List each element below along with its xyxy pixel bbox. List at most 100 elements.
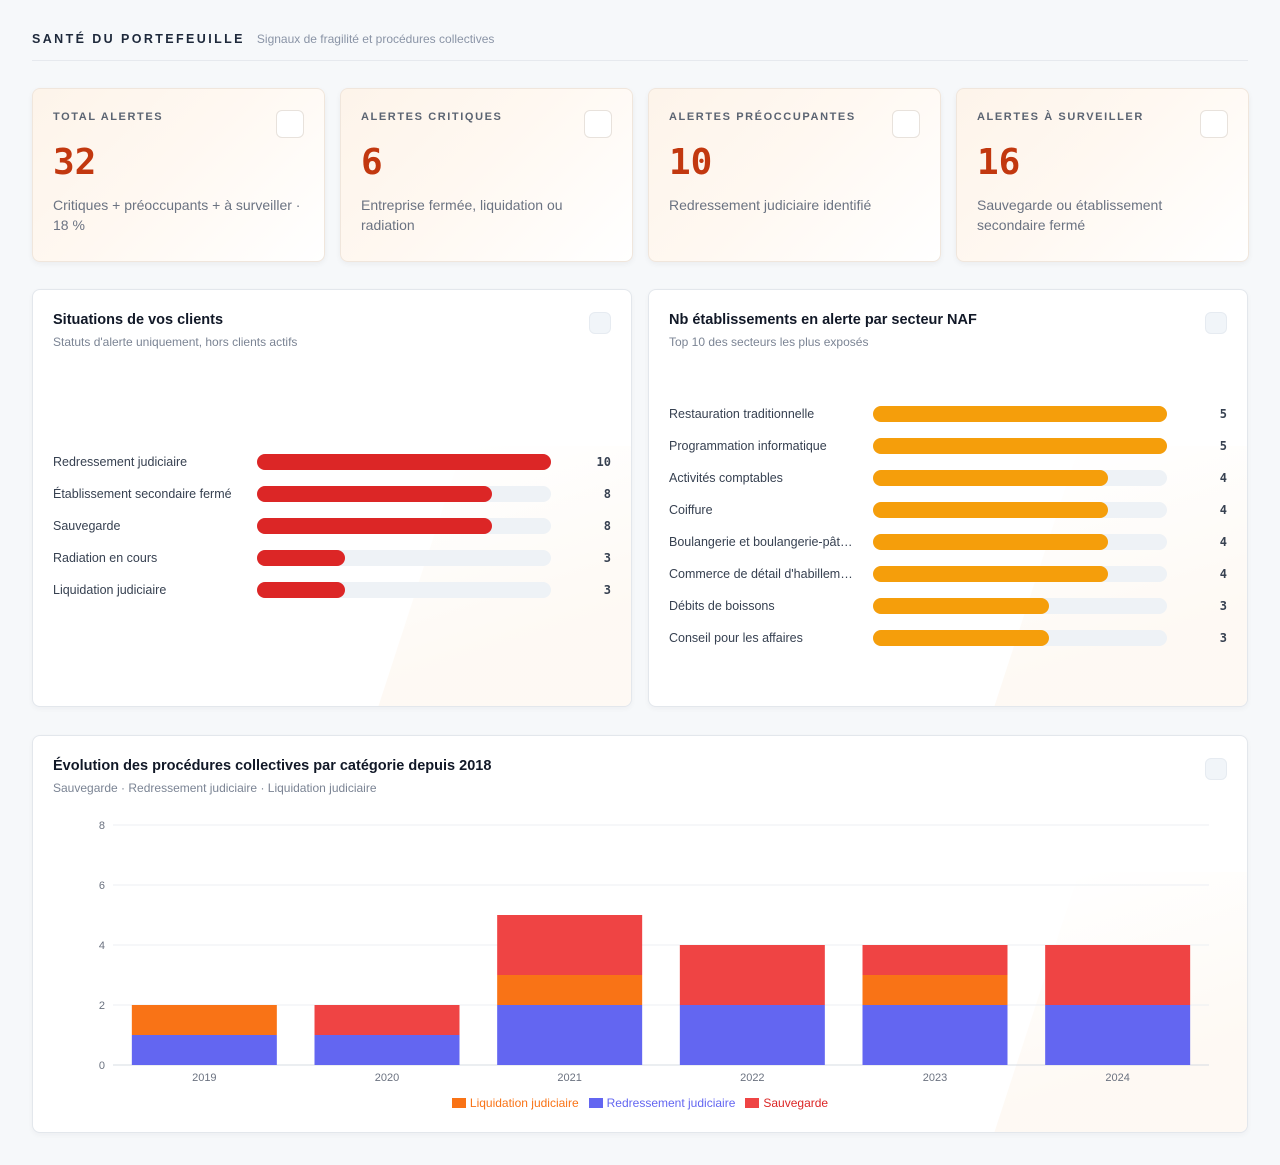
bar-value: 3 (1219, 599, 1227, 613)
bar-label: Programmation informatique (669, 439, 827, 453)
bar-track (257, 518, 551, 534)
bar-segment (1045, 1005, 1191, 1065)
panel-subtitle: Statuts d'alerte uniquement, hors client… (53, 335, 298, 349)
bar-fill (873, 566, 1109, 582)
bar-label: Conseil pour les affaires (669, 631, 803, 645)
kpi-icon (892, 110, 920, 138)
bar-segment (862, 1005, 1008, 1065)
bar-fill (873, 438, 1167, 454)
bar-track (257, 454, 551, 470)
bar-label: Sauvegarde (53, 519, 121, 533)
bar-fill (257, 486, 493, 502)
bar-row: Débits de boissons 3 (669, 598, 1227, 614)
bar-label: Boulangerie et boulangerie-pât… (669, 535, 853, 549)
legend-label: Sauvegarde (763, 1096, 829, 1110)
bar-track (257, 582, 551, 598)
bar-value: 3 (1219, 631, 1227, 645)
legend-swatch (588, 1098, 603, 1108)
bar-value: 8 (603, 487, 611, 501)
situations-panel: Situations de vos clients Statuts d'aler… (32, 289, 632, 707)
bar-row: Coiffure 4 (669, 502, 1227, 518)
x-tick-label: 2021 (557, 1072, 581, 1084)
bar-segment (1045, 945, 1191, 1005)
bar-fill (873, 406, 1167, 422)
bar-label: Activités comptables (669, 471, 783, 485)
panel-subtitle: Sauvegarde · Redressement judiciaire · L… (53, 781, 377, 795)
bar-value: 3 (603, 583, 611, 597)
bar-track (873, 438, 1167, 454)
bar-fill (257, 454, 551, 470)
bar-row: Programmation informatique 5 (669, 438, 1227, 454)
kpi-description: Critiques + préoccupants + à surveiller … (53, 197, 301, 233)
kpi-description: Redressement judiciaire identifié (669, 197, 872, 213)
panel-menu-icon[interactable] (589, 312, 611, 334)
y-tick-label: 6 (99, 880, 105, 892)
legend-swatch (745, 1098, 760, 1108)
bar-track (873, 502, 1167, 518)
kpi-card-worrying: ALERTES PRÉOCCUPANTES 10 Redressement ju… (648, 88, 941, 262)
kpi-card-watch: ALERTES À SURVEILLER 16 Sauvegarde ou ét… (956, 88, 1249, 262)
y-tick-label: 4 (99, 940, 105, 952)
legend-item[interactable]: Sauvegarde (745, 1096, 828, 1110)
bar-segment (131, 1005, 277, 1035)
bar-value: 4 (1219, 471, 1227, 485)
legend-item[interactable]: Liquidation judiciaire (451, 1096, 579, 1110)
bar-row: Redressement judiciaire 10 (53, 454, 611, 470)
bar-track (873, 534, 1167, 550)
bar-row: Établissement secondaire fermé 8 (53, 486, 611, 502)
panel-subtitle: Top 10 des secteurs les plus exposés (669, 335, 869, 349)
x-tick-label: 2022 (740, 1072, 764, 1084)
bar-segment (497, 975, 643, 1005)
kpi-icon (276, 110, 304, 138)
bar-row: Liquidation judiciaire 3 (53, 582, 611, 598)
kpi-label: TOTAL ALERTES (53, 111, 164, 123)
legend-label: Liquidation judiciaire (469, 1096, 579, 1110)
legend-label: Redressement judiciaire (606, 1096, 736, 1110)
legend-swatch (451, 1098, 466, 1108)
x-tick-label: 2023 (923, 1072, 947, 1084)
bar-value: 4 (1219, 567, 1227, 581)
evolution-chart: 0 2 4 6 8 2019 2020 2021 2022 2023 2024 (99, 820, 1209, 1084)
bar-row: Commerce de détail d'habillem… 4 (669, 566, 1227, 582)
y-tick-label: 0 (99, 1060, 105, 1072)
bar-track (257, 550, 551, 566)
x-tick-label: 2019 (192, 1072, 216, 1084)
bar-fill (873, 502, 1109, 518)
page-subtitle: Signaux de fragilité et procédures colle… (256, 32, 495, 46)
evolution-panel: Évolution des procédures collectives par… (32, 735, 1248, 1133)
bar-segment (497, 915, 643, 975)
kpi-value: 6 (361, 142, 383, 183)
panel-title: Situations de vos clients (53, 312, 224, 328)
bar-track (873, 470, 1167, 486)
bar-label: Commerce de détail d'habillem… (669, 567, 853, 581)
bar-value: 10 (596, 455, 611, 469)
x-tick-label: 2024 (1105, 1072, 1129, 1084)
bar-value: 5 (1219, 407, 1227, 421)
bar-value: 4 (1219, 535, 1227, 549)
bar-row: Sauvegarde 8 (53, 518, 611, 534)
panel-menu-icon[interactable] (1205, 312, 1227, 334)
sectors-panel: Nb établissements en alerte par secteur … (648, 289, 1248, 707)
bar-row: Activités comptables 4 (669, 470, 1227, 486)
bar-label: Restauration traditionnelle (669, 407, 815, 421)
bar-segment (314, 1035, 460, 1065)
bar-value: 4 (1219, 503, 1227, 517)
bar-fill (257, 518, 493, 534)
bar-fill (873, 630, 1050, 646)
page-title: SANTÉ DU PORTEFEUILLE (32, 32, 245, 46)
chart-legend: Liquidation judiciaire Redressement judic… (33, 1096, 1247, 1110)
kpi-icon (1200, 110, 1228, 138)
panel-menu-icon[interactable] (1205, 758, 1227, 780)
bar-segment (314, 1005, 460, 1035)
bar-segment (679, 1005, 825, 1065)
bar-segment (497, 1005, 643, 1065)
kpi-description: Sauvegarde ou établissement secondaire f… (977, 197, 1163, 233)
legend-item[interactable]: Redressement judiciaire (588, 1096, 736, 1110)
bar-row: Radiation en cours 3 (53, 550, 611, 566)
panel-title: Évolution des procédures collectives par… (53, 758, 492, 774)
bar-label: Radiation en cours (53, 551, 158, 565)
bar-row: Conseil pour les affaires 3 (669, 630, 1227, 646)
kpi-label: ALERTES PRÉOCCUPANTES (669, 111, 856, 123)
bar-track (873, 566, 1167, 582)
bar-label: Redressement judiciaire (53, 455, 188, 469)
